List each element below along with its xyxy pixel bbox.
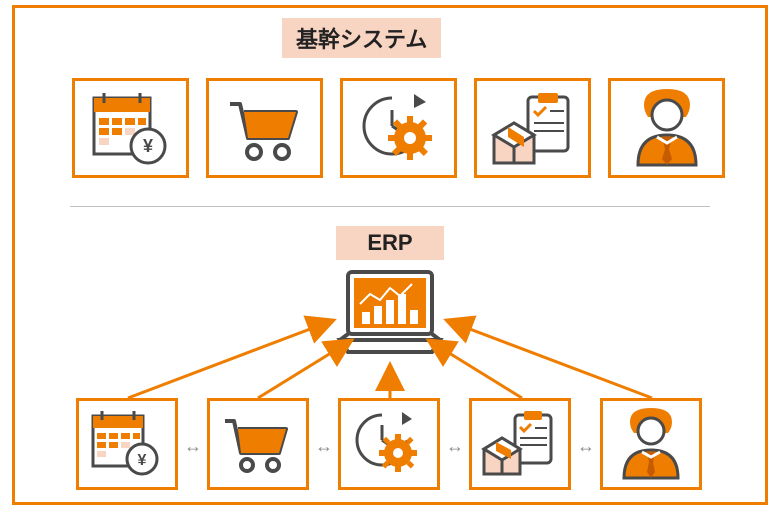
top-box-clipboard: [474, 78, 591, 178]
dbl-arrow-3: ↔: [442, 436, 468, 457]
box-clipboard-icon: [479, 408, 561, 480]
title-bottom: ERP: [336, 226, 444, 260]
person-icon: [612, 406, 690, 482]
svg-text:¥: ¥: [142, 136, 152, 156]
clock-gear-icon: [350, 409, 428, 479]
cart-icon: [222, 90, 308, 166]
bottom-box-clock: [338, 398, 440, 490]
svg-text:¥: ¥: [138, 452, 147, 469]
dbl-arrow-2: ↔: [311, 436, 337, 457]
dbl-arrow-4: ↔: [573, 436, 599, 457]
bottom-box-cart: [207, 398, 309, 490]
title-top: 基幹システム: [282, 18, 441, 58]
bottom-box-person: [600, 398, 702, 490]
laptop-chart-icon: [332, 266, 448, 362]
top-box-calendar: ¥: [72, 78, 189, 178]
cart-icon: [219, 409, 297, 479]
top-box-cart: [206, 78, 323, 178]
title-top-text: 基幹システム: [296, 27, 427, 52]
bottom-box-calendar: ¥: [76, 398, 178, 490]
clock-gear-icon: [356, 90, 442, 166]
divider: [70, 206, 710, 207]
bottom-box-clipboard: [469, 398, 571, 490]
person-icon: [624, 87, 710, 169]
calendar-yen-icon: ¥: [88, 90, 174, 166]
top-box-person: [608, 78, 725, 178]
erp-laptop: [332, 266, 448, 362]
dbl-arrow-1: ↔: [180, 436, 206, 457]
box-clipboard-icon: [488, 89, 578, 167]
top-box-clock: [340, 78, 457, 178]
title-bottom-text: ERP: [367, 230, 412, 255]
calendar-yen-icon: ¥: [88, 409, 166, 479]
